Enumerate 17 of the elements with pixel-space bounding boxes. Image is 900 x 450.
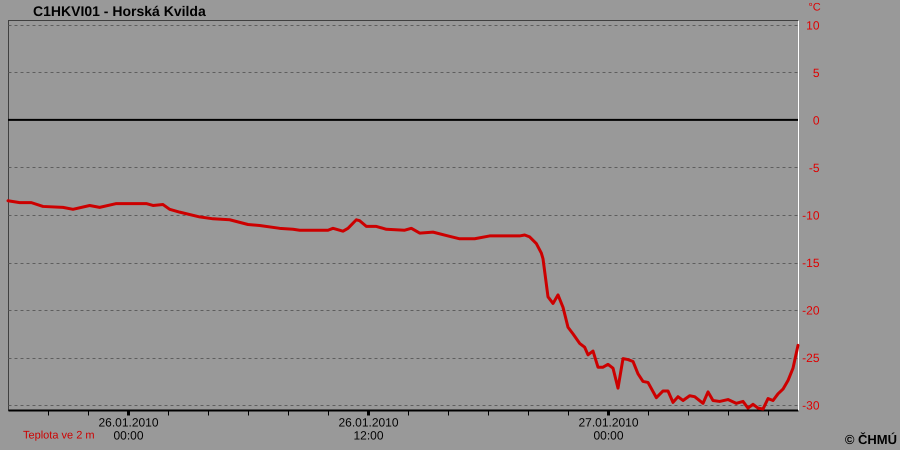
x-tick-label: 26.01.2010 00:00 xyxy=(98,416,159,442)
chart-title: C1HKVI01 - Horská Kvilda xyxy=(33,3,206,19)
y-axis-title: °C xyxy=(808,2,821,14)
y-tick-label: 0 xyxy=(812,113,820,128)
y-tick-label: 10 xyxy=(806,18,820,32)
y-tick-label: -10 xyxy=(802,208,820,222)
text: Teplota ve 2 m xyxy=(23,430,95,442)
y-tick-label: -20 xyxy=(802,304,820,318)
x-tick-label: 27.01.2010 00:00 xyxy=(578,416,639,442)
y-tick-label: -15 xyxy=(802,256,820,270)
y-tick-label: 5 xyxy=(812,66,820,80)
x-tick-label: 26.01.2010 12:00 xyxy=(338,416,399,442)
text: © ČHMÚ xyxy=(844,432,897,447)
y-tick-label: -30 xyxy=(802,398,820,413)
line-series xyxy=(6,199,800,411)
y-tick-label: -25 xyxy=(802,351,820,366)
y-tick-label: -5 xyxy=(808,160,820,175)
